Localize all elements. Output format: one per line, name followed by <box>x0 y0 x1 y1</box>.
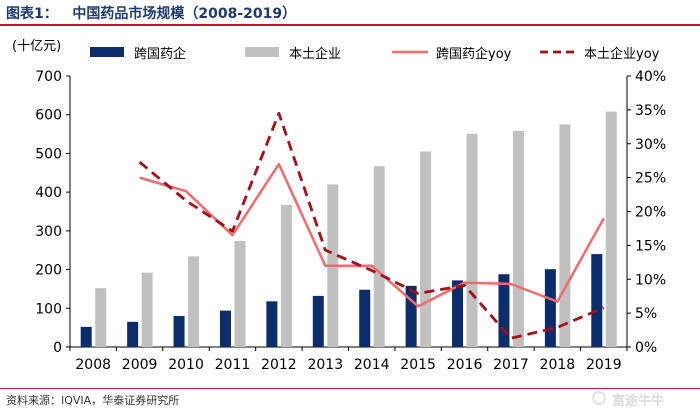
y-axis-label: (十亿元) <box>12 39 61 54</box>
bar-multinational <box>312 295 324 347</box>
line-multinational-yoy <box>139 162 605 308</box>
y2-tick-label: 15% <box>635 238 666 254</box>
x-tick-label: 2008 <box>75 357 111 373</box>
bar-domestic <box>605 111 617 347</box>
bar-domestic <box>188 256 200 347</box>
bar-domestic <box>95 288 107 347</box>
y2-tick-label: 30% <box>635 137 666 153</box>
y-tick-label: 500 <box>35 146 62 162</box>
legend-label: 本土企业 <box>289 46 341 62</box>
y-tick-label: 600 <box>35 108 62 124</box>
x-tick-label: 2019 <box>586 357 622 373</box>
x-tick-label: 2012 <box>261 357 297 373</box>
watermark-logo-icon <box>592 391 606 405</box>
bar-domestic <box>141 272 153 347</box>
x-tick-label: 2011 <box>215 357 251 373</box>
bar-multinational <box>127 321 139 347</box>
bar-multinational <box>591 254 603 347</box>
bar-domestic <box>373 166 385 347</box>
watermark-text: 富途牛牛 <box>612 394 665 409</box>
bar-domestic <box>234 240 246 347</box>
bar-multinational <box>544 269 556 347</box>
bar-multinational <box>173 316 185 347</box>
x-tick-label: 2014 <box>354 357 390 373</box>
figure-header: 图表1： 中国药品市场规模（2008-2019） <box>0 0 700 24</box>
bar-domestic <box>420 151 432 347</box>
bar-domestic <box>466 133 478 347</box>
bar-domestic <box>559 124 571 348</box>
y2-tick-label: 35% <box>635 103 666 119</box>
x-tick-label: 2018 <box>540 357 576 373</box>
title-divider <box>0 24 700 26</box>
x-tick-label: 2016 <box>447 357 483 373</box>
legend-label: 跨国药企 <box>134 46 186 62</box>
x-tick-label: 2009 <box>122 357 158 373</box>
bar-multinational <box>80 326 92 347</box>
market-size-chart: 0 100 200 300 400 500 600 700 0% 5% 10% 15% 20% 25% 30… <box>12 39 666 373</box>
legend-swatch <box>245 47 279 57</box>
x-tick-label: 2017 <box>493 357 529 373</box>
legend-label: 本土企业yoy <box>584 46 660 62</box>
bar-domestic <box>512 130 524 347</box>
y-tick-label: 700 <box>35 69 62 85</box>
x-tick-label: 2010 <box>168 357 204 373</box>
bar-multinational <box>359 289 371 347</box>
y2-tick-label: 10% <box>635 272 666 288</box>
y2-tick-label: 5% <box>635 306 657 322</box>
x-tick-label: 2015 <box>400 357 436 373</box>
bar-domestic <box>280 204 292 347</box>
y2-tick-label: 40% <box>635 69 666 85</box>
y2-tick-label: 20% <box>635 205 666 221</box>
line-domestic-yoy <box>138 111 605 340</box>
y2-tick-label: 0% <box>635 340 657 356</box>
y2-tick-label: 25% <box>635 171 666 187</box>
bar-multinational <box>219 310 231 347</box>
bar-multinational <box>452 280 464 347</box>
y-tick-label: 400 <box>35 185 62 201</box>
legend-swatch <box>90 47 124 57</box>
x-tick-label: 2013 <box>307 357 343 373</box>
figure-title: 图表1： 中国药品市场规模（2008-2019） <box>6 6 297 22</box>
source-divider <box>0 388 700 389</box>
y-tick-label: 200 <box>35 263 62 279</box>
y-tick-label: 100 <box>35 301 62 317</box>
y-tick-label: 0 <box>53 340 62 356</box>
bar-multinational <box>266 301 278 347</box>
bar-multinational <box>405 285 417 347</box>
legend-label: 跨国药企yoy <box>436 46 512 62</box>
source-note: 资料来源：IQVIA，华泰证券研究所 <box>6 394 180 407</box>
watermark: 富途牛牛 <box>582 388 694 409</box>
bar-multinational <box>498 274 510 347</box>
y-tick-label: 300 <box>35 224 62 240</box>
